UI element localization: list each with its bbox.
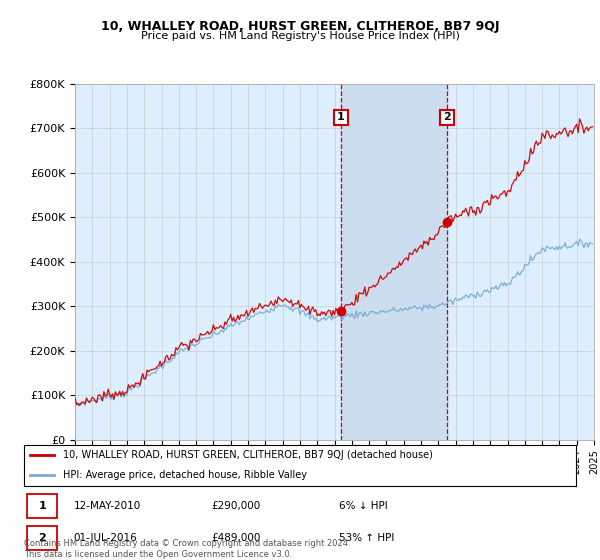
Bar xyxy=(27,494,57,518)
Text: HPI: Average price, detached house, Ribble Valley: HPI: Average price, detached house, Ribb… xyxy=(62,470,307,480)
Bar xyxy=(341,84,447,440)
Text: 2: 2 xyxy=(38,533,46,543)
Text: 53% ↑ HPI: 53% ↑ HPI xyxy=(338,533,394,543)
Text: 12-MAY-2010: 12-MAY-2010 xyxy=(74,501,141,511)
Text: Price paid vs. HM Land Registry's House Price Index (HPI): Price paid vs. HM Land Registry's House … xyxy=(140,31,460,41)
Text: 2: 2 xyxy=(443,113,451,122)
Text: £290,000: £290,000 xyxy=(212,501,261,511)
Text: £489,000: £489,000 xyxy=(212,533,261,543)
Text: 1: 1 xyxy=(337,113,345,122)
Text: Contains HM Land Registry data © Crown copyright and database right 2024.
This d: Contains HM Land Registry data © Crown c… xyxy=(24,539,350,559)
Text: 01-JUL-2016: 01-JUL-2016 xyxy=(74,533,137,543)
Text: 1: 1 xyxy=(38,501,46,511)
Text: 10, WHALLEY ROAD, HURST GREEN, CLITHEROE, BB7 9QJ (detached house): 10, WHALLEY ROAD, HURST GREEN, CLITHEROE… xyxy=(62,450,433,460)
Text: 10, WHALLEY ROAD, HURST GREEN, CLITHEROE, BB7 9QJ: 10, WHALLEY ROAD, HURST GREEN, CLITHEROE… xyxy=(101,20,499,32)
Text: 6% ↓ HPI: 6% ↓ HPI xyxy=(338,501,388,511)
Bar xyxy=(27,526,57,550)
